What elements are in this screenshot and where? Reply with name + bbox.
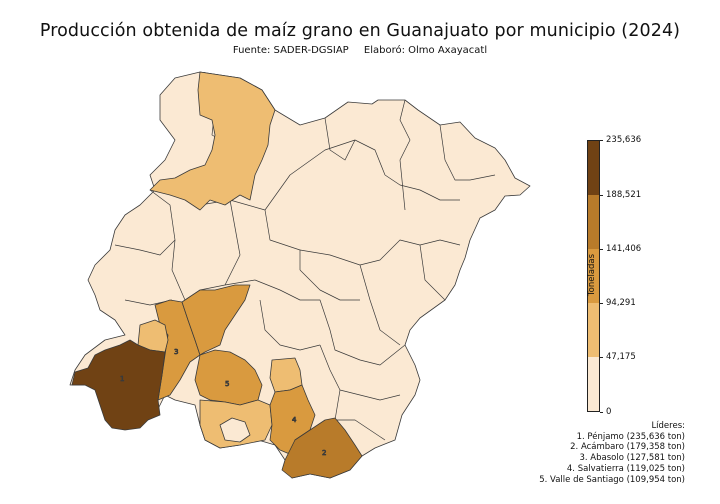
colorbar-tick: 0	[600, 407, 611, 417]
leader-item: 5. Valle de Santiago (109,954 ton)	[539, 474, 685, 485]
municipality-acambaro	[281, 417, 363, 479]
leader-item: 1. Pénjamo (235,636 ton)	[576, 431, 685, 442]
colorbar-tick: 235,636	[600, 135, 641, 145]
colorbar	[587, 140, 600, 412]
map-label-1: 1	[120, 375, 124, 383]
colorbar-tick: 141,406	[600, 244, 641, 254]
author-text: Elaboró: Olmo Axayacatl	[363, 45, 488, 56]
colorbar-tick: 188,521	[600, 190, 641, 200]
colorbar-class-5	[588, 141, 599, 195]
colorbar-tick: 47,175	[600, 352, 636, 362]
colorbar-class-2	[588, 303, 599, 357]
leader-item: 3. Abasolo (127,581 ton)	[579, 453, 685, 464]
municipality-small-light	[219, 417, 251, 443]
municipality-irapuato	[181, 284, 251, 356]
colorbar-class-3	[588, 249, 599, 303]
colorbar-class-4	[588, 195, 599, 249]
chart-title: Producción obtenida de maíz grano en Gua…	[39, 21, 681, 41]
leaders-heading: Líderes:	[651, 421, 685, 431]
leader-item: 2. Acámbaro (179,358 ton)	[570, 442, 685, 453]
leaders-list: Líderes: 1. Pénjamo (235,636 ton) 2. Acá…	[539, 421, 685, 485]
map-label-4: 4	[292, 416, 297, 424]
map-label-3: 3	[174, 348, 178, 356]
map-label-5: 5	[225, 380, 229, 388]
colorbar-class-1	[588, 357, 599, 411]
municipality-san-felipe	[149, 71, 276, 211]
source-text: Fuente: SADER-DGSIAP	[232, 45, 349, 56]
municipality-penjamo	[71, 339, 166, 431]
leader-item: 4. Salvatierra (119,025 ton)	[566, 463, 685, 474]
colorbar-tick: 94,291	[600, 298, 636, 308]
chart-subtitle: Fuente: SADER-DGSIAP Elaboró: Olmo Axaya…	[0, 45, 720, 56]
map-label-2: 2	[322, 449, 326, 457]
colorbar-label: Toneladas	[587, 253, 597, 297]
